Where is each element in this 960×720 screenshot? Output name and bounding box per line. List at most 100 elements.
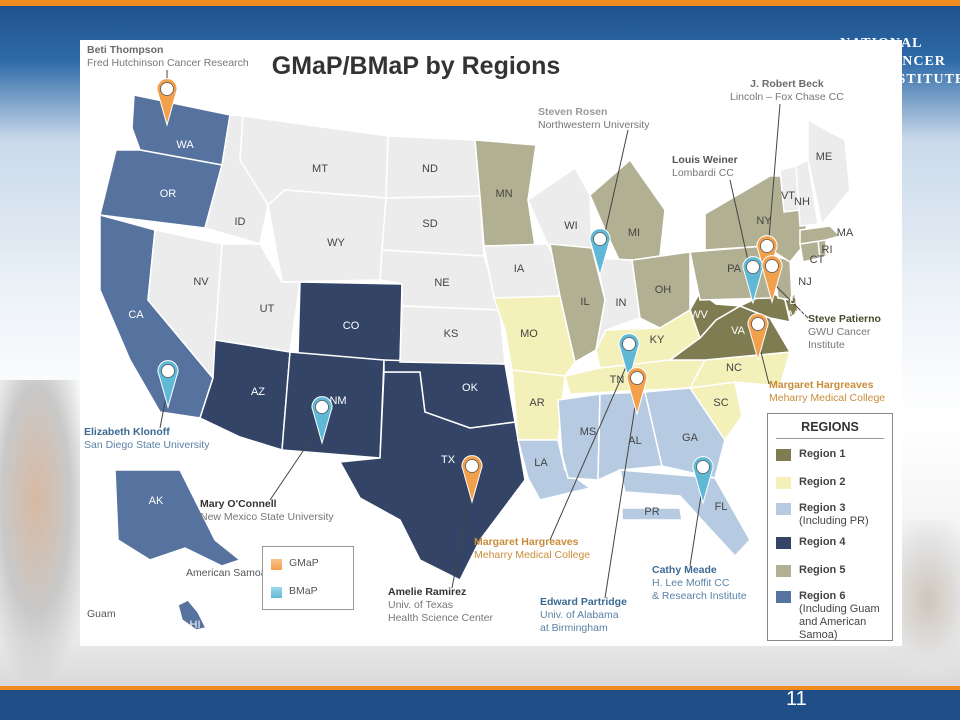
investigator-name: Margaret Hargreaves <box>474 536 579 548</box>
state-label-la: LA <box>534 457 548 469</box>
pin-label-cathy-meade: Cathy Meade H. Lee Moffit CC & Research … <box>652 564 747 603</box>
state-label-ar: AR <box>529 397 544 409</box>
state-label-wa: WA <box>176 139 194 151</box>
pin-label-elizabeth-klonoff: Elizabeth Klonoff San Diego State Univer… <box>84 426 209 452</box>
state-hi <box>177 599 208 631</box>
state-fl <box>619 469 751 558</box>
pin-label-beti-thompson: Beti Thompson Fred Hutchinson Cancer Res… <box>87 44 249 70</box>
state-az <box>199 339 291 451</box>
region-6-swatch <box>776 591 791 603</box>
investigator-affiliation: Meharry Medical College <box>769 392 886 404</box>
state-label-il: IL <box>580 296 589 308</box>
region-2-label: Region 2 <box>799 476 846 488</box>
pin-label-steve-patierno: Steve Patierno GWU Cancer Institute <box>808 313 881 352</box>
legend-gmap: GMaP <box>271 557 351 573</box>
pin-label-margaret-hargreaves-bmap: Margaret Hargreaves Meharry Medical Coll… <box>474 536 590 562</box>
label-guam: Guam <box>87 608 116 620</box>
region-1-label: Region 1 <box>799 448 846 460</box>
state-label-de: DE <box>789 295 804 307</box>
leader-line <box>549 359 630 541</box>
bmap-pin-icon <box>311 396 333 445</box>
state-ms <box>557 393 601 481</box>
state-label-wy: WY <box>327 237 345 249</box>
leader-line <box>451 481 473 589</box>
investigator-affiliation: & Research Institute <box>652 590 747 602</box>
state-label-fl: FL <box>715 501 728 513</box>
state-label-va: VA <box>731 325 746 337</box>
state-wy <box>267 189 387 283</box>
state-label-mo: MO <box>520 328 538 340</box>
pin-label-j-robert-beck: J. Robert Beck Lincoln – Fox Chase CC <box>730 78 844 104</box>
state-la <box>517 439 592 501</box>
investigator-affiliation: Fred Hutchinson Cancer Research <box>87 57 249 69</box>
state-label-ut: UT <box>260 303 275 315</box>
us-regions-map: WA OR CA AK HI ID NV UT MT WY CO AZ NM TX OK ND SD NE KS MN… <box>99 70 854 631</box>
region-5-swatch <box>776 565 791 577</box>
investigator-affiliation: Lincoln – Fox Chase CC <box>730 91 844 103</box>
state-ok <box>383 359 516 429</box>
slide-number: 11 <box>786 688 807 710</box>
state-label-ca: CA <box>128 309 144 321</box>
investigator-name: Cathy Meade <box>652 564 717 576</box>
state-label-hi: HI <box>190 619 201 631</box>
state-label-mn: MN <box>495 188 512 200</box>
region-2-swatch <box>776 477 791 489</box>
bmap-swatch <box>271 587 282 598</box>
state-label-sd: SD <box>422 218 437 230</box>
bmap-pin-icon <box>589 228 611 277</box>
state-label-ok: OK <box>462 382 479 394</box>
investigator-affiliation: Univ. of Texas <box>388 599 453 611</box>
regions-legend-divider <box>776 438 884 439</box>
state-label-md: MD <box>788 309 805 321</box>
state-label-ky: KY <box>650 334 665 346</box>
bmap-pin-icon <box>157 360 179 409</box>
bottom-band <box>0 690 960 720</box>
state-label-nv: NV <box>193 276 209 288</box>
state-label-ks: KS <box>444 328 459 340</box>
state-label-nj: NJ <box>798 276 811 288</box>
background-photo-left <box>0 380 90 680</box>
state-label-mt: MT <box>312 163 328 175</box>
state-label-in: IN <box>616 297 627 309</box>
pin-label-amelie-ramirez: Amelie Ramirez Univ. of Texas Health Sci… <box>388 586 493 625</box>
state-label-nm: NM <box>329 395 346 407</box>
state-label-oh: OH <box>655 284 672 296</box>
state-nh <box>795 158 819 227</box>
pin-label-mary-oconnell: Mary O'Connell New Mexico State Universi… <box>200 498 334 524</box>
states-layer <box>99 94 851 631</box>
state-label-ms: MS <box>580 426 597 438</box>
investigator-name: Elizabeth Klonoff <box>84 426 170 438</box>
investigator-affiliation: Meharry Medical College <box>474 549 591 561</box>
region-3-swatch <box>776 503 791 515</box>
gmap-pin-icon <box>761 255 783 304</box>
investigator-name: Mary O'Connell <box>200 498 277 510</box>
investigator-name: Steve Patierno <box>808 313 881 325</box>
investigator-affiliation: Institute <box>808 339 845 351</box>
region-4-label: Region 4 <box>799 536 846 548</box>
gmap-swatch <box>271 559 282 570</box>
region-3-note: (Including PR) <box>799 515 869 527</box>
state-label-ga: GA <box>682 432 699 444</box>
state-label-id: ID <box>235 216 246 228</box>
state-wi <box>527 166 593 251</box>
bmap-pin-icon <box>692 456 714 505</box>
state-label-nh: NH <box>794 196 810 208</box>
state-me <box>807 118 851 226</box>
investigator-affiliation: GWU Cancer <box>808 326 871 338</box>
region-3-label: Region 3 <box>799 502 846 514</box>
investigator-name: Louis Weiner <box>672 154 738 166</box>
state-pr <box>621 507 683 521</box>
region-4-swatch <box>776 537 791 549</box>
regions-legend-title: REGIONS <box>801 420 859 434</box>
regions-legend: REGIONS Region 1 Region 2 Region 3 (Inclu… <box>767 413 893 641</box>
state-label-co: CO <box>343 320 360 332</box>
state-label-wi: WI <box>564 220 577 232</box>
state-label-tn: TN <box>610 374 625 386</box>
bmap-pin-icon <box>618 333 640 382</box>
pin-type-legend: GMaP BMaP <box>262 546 354 610</box>
state-label-pa: PA <box>727 263 742 275</box>
pin-label-edward-partridge: Edward Partridge Univ. of Alabama at Bir… <box>540 596 627 635</box>
leader-line <box>269 422 323 501</box>
state-label-ct: CT <box>810 254 825 266</box>
investigator-affiliation: Univ. of Alabama <box>540 609 619 621</box>
